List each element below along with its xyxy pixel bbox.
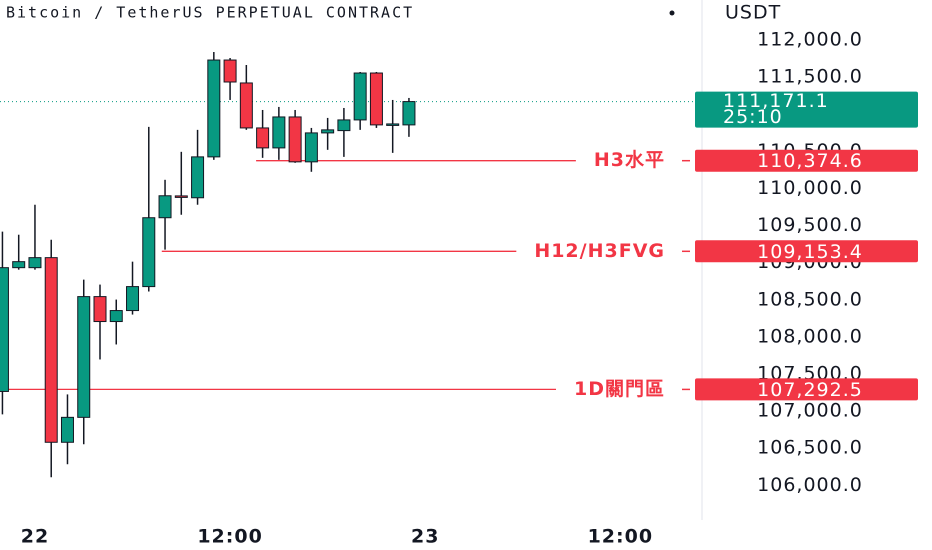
candle-body — [109, 310, 123, 323]
y-tick-label: 108,500.0 — [757, 288, 863, 310]
candle-body — [402, 101, 416, 126]
y-tick-label: 108,000.0 — [757, 325, 863, 347]
candle-body — [256, 127, 270, 149]
currency-label: USDT — [725, 2, 781, 24]
y-tick-label: 109,500.0 — [757, 214, 863, 236]
level-price-box — [695, 240, 918, 263]
countdown-label: 25:10 — [723, 106, 783, 128]
separator-dot — [669, 10, 675, 16]
candle-body — [288, 116, 302, 163]
candle-body — [0, 267, 9, 392]
candle-body — [44, 257, 58, 443]
y-tick-label: 112,000.0 — [757, 29, 863, 51]
candle-body — [223, 59, 237, 83]
level-name: H3水平 — [594, 149, 665, 171]
candle-body — [272, 116, 286, 149]
candle-body — [93, 296, 107, 323]
candle-body — [126, 286, 140, 312]
level-price-label: 107,292.5 — [757, 379, 863, 401]
candle-body — [386, 123, 400, 126]
y-tick-label: 106,500.0 — [757, 437, 863, 459]
x-tick-label: 12:00 — [588, 526, 653, 548]
y-tick-label: 107,000.0 — [757, 400, 863, 422]
candle-body — [321, 129, 335, 134]
level-price-label: 109,153.4 — [757, 241, 863, 263]
level-name: 1D關門區 — [574, 378, 665, 400]
candle-body — [28, 257, 42, 269]
candle-body — [12, 261, 26, 269]
x-tick-label: 12:00 — [197, 526, 262, 548]
y-tick-label: 111,500.0 — [757, 66, 863, 88]
candle-body — [369, 72, 383, 126]
level-price-box — [695, 378, 918, 401]
y-tick-label: 110,000.0 — [757, 177, 863, 199]
candle-body — [77, 296, 91, 418]
candle-body — [158, 195, 172, 219]
candle-body — [337, 119, 351, 132]
level-price-box — [695, 149, 918, 172]
last-price-label: 111,171.1 — [723, 90, 829, 112]
candle-body — [304, 132, 318, 163]
candle-body — [207, 59, 221, 158]
level-price-label: 110,374.6 — [757, 150, 863, 172]
last-price-box — [695, 91, 918, 128]
candle-body — [174, 195, 188, 198]
candle-body — [239, 82, 253, 129]
candle-body — [353, 72, 367, 121]
x-tick-label: 22 — [21, 526, 49, 548]
candle-body — [142, 217, 156, 288]
chart-title: Bitcoin / TetherUS PERPETUAL CONTRACT — [6, 4, 414, 22]
level-name: H12/H3FVG — [534, 240, 665, 262]
candle-body — [60, 416, 74, 443]
y-tick-label: 106,000.0 — [757, 474, 863, 496]
x-tick-label: 23 — [411, 526, 439, 548]
candle-body — [191, 156, 205, 199]
